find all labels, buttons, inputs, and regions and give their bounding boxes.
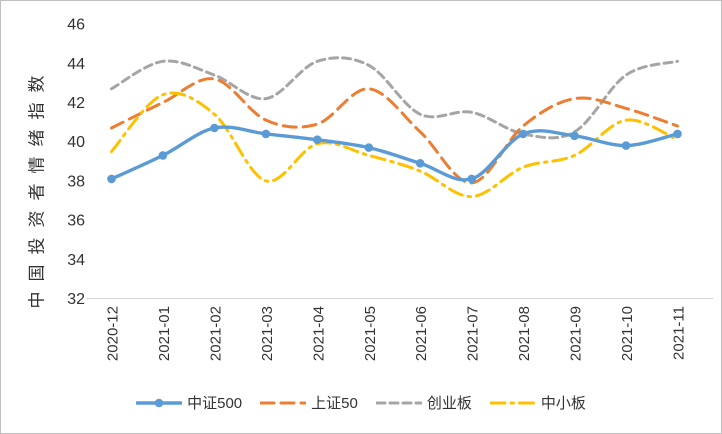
series-line-创业板 [110,56,679,140]
x-tick-label: 2021-03 [259,306,276,361]
data-point-marker [313,135,322,144]
legend-item-创业板: 创业板 [375,392,472,413]
x-tick-label: 2021-05 [362,306,379,361]
y-tick-label: 32 [67,291,85,308]
data-point-marker [415,159,425,168]
y-tick-label: 46 [67,17,85,34]
x-tick-label: 2021-02 [207,306,224,361]
x-tick-label: 2021-07 [465,306,482,361]
legend-line-sample [136,398,183,407]
data-point-marker [107,174,116,184]
legend-line-sample [260,401,307,404]
data-point-marker [518,129,528,139]
y-tick-label: 34 [67,252,85,269]
series-line-上证50 [110,77,679,185]
x-tick-label: 2020-12 [105,306,122,361]
x-tick-label: 2021-11 [670,306,687,360]
legend-line-sample [375,401,422,404]
legend-label: 上证50 [311,395,358,412]
data-point-marker [467,174,477,184]
legend-label: 创业板 [426,395,472,412]
legend-item-上证50: 上证50 [260,392,358,413]
series-line-中小板 [110,91,679,199]
data-point-marker [621,141,631,150]
legend-item-中小板: 中小板 [489,392,586,413]
x-tick-label: 2021-04 [310,306,327,361]
x-tick-label: 2021-08 [516,306,533,361]
series-line-中证500 [109,125,680,182]
y-tick-label: 36 [67,213,85,230]
y-tick-label: 38 [67,173,85,190]
y-tick-label: 44 [67,56,85,73]
legend: 中证500 上证50 创业板 中小板 [1,392,721,413]
x-tick-label: 2021-01 [156,306,173,361]
legend-label: 中证500 [187,395,243,412]
x-tick-label: 2021-06 [413,306,430,361]
legend-label: 中小板 [540,395,586,412]
legend-item-中证500: 中证500 [136,392,242,413]
legend-line-sample [489,401,536,404]
data-point-marker [673,129,682,139]
x-tick-label: 2021-09 [568,306,585,361]
x-tick-label: 2021-10 [619,306,636,361]
data-point-marker [261,129,271,139]
y-tick-label: 42 [67,95,85,112]
data-point-marker [158,151,168,160]
data-point-marker [364,143,374,152]
y-tick-label: 40 [67,134,85,151]
data-point-marker [570,131,579,141]
data-point-marker [210,123,219,133]
